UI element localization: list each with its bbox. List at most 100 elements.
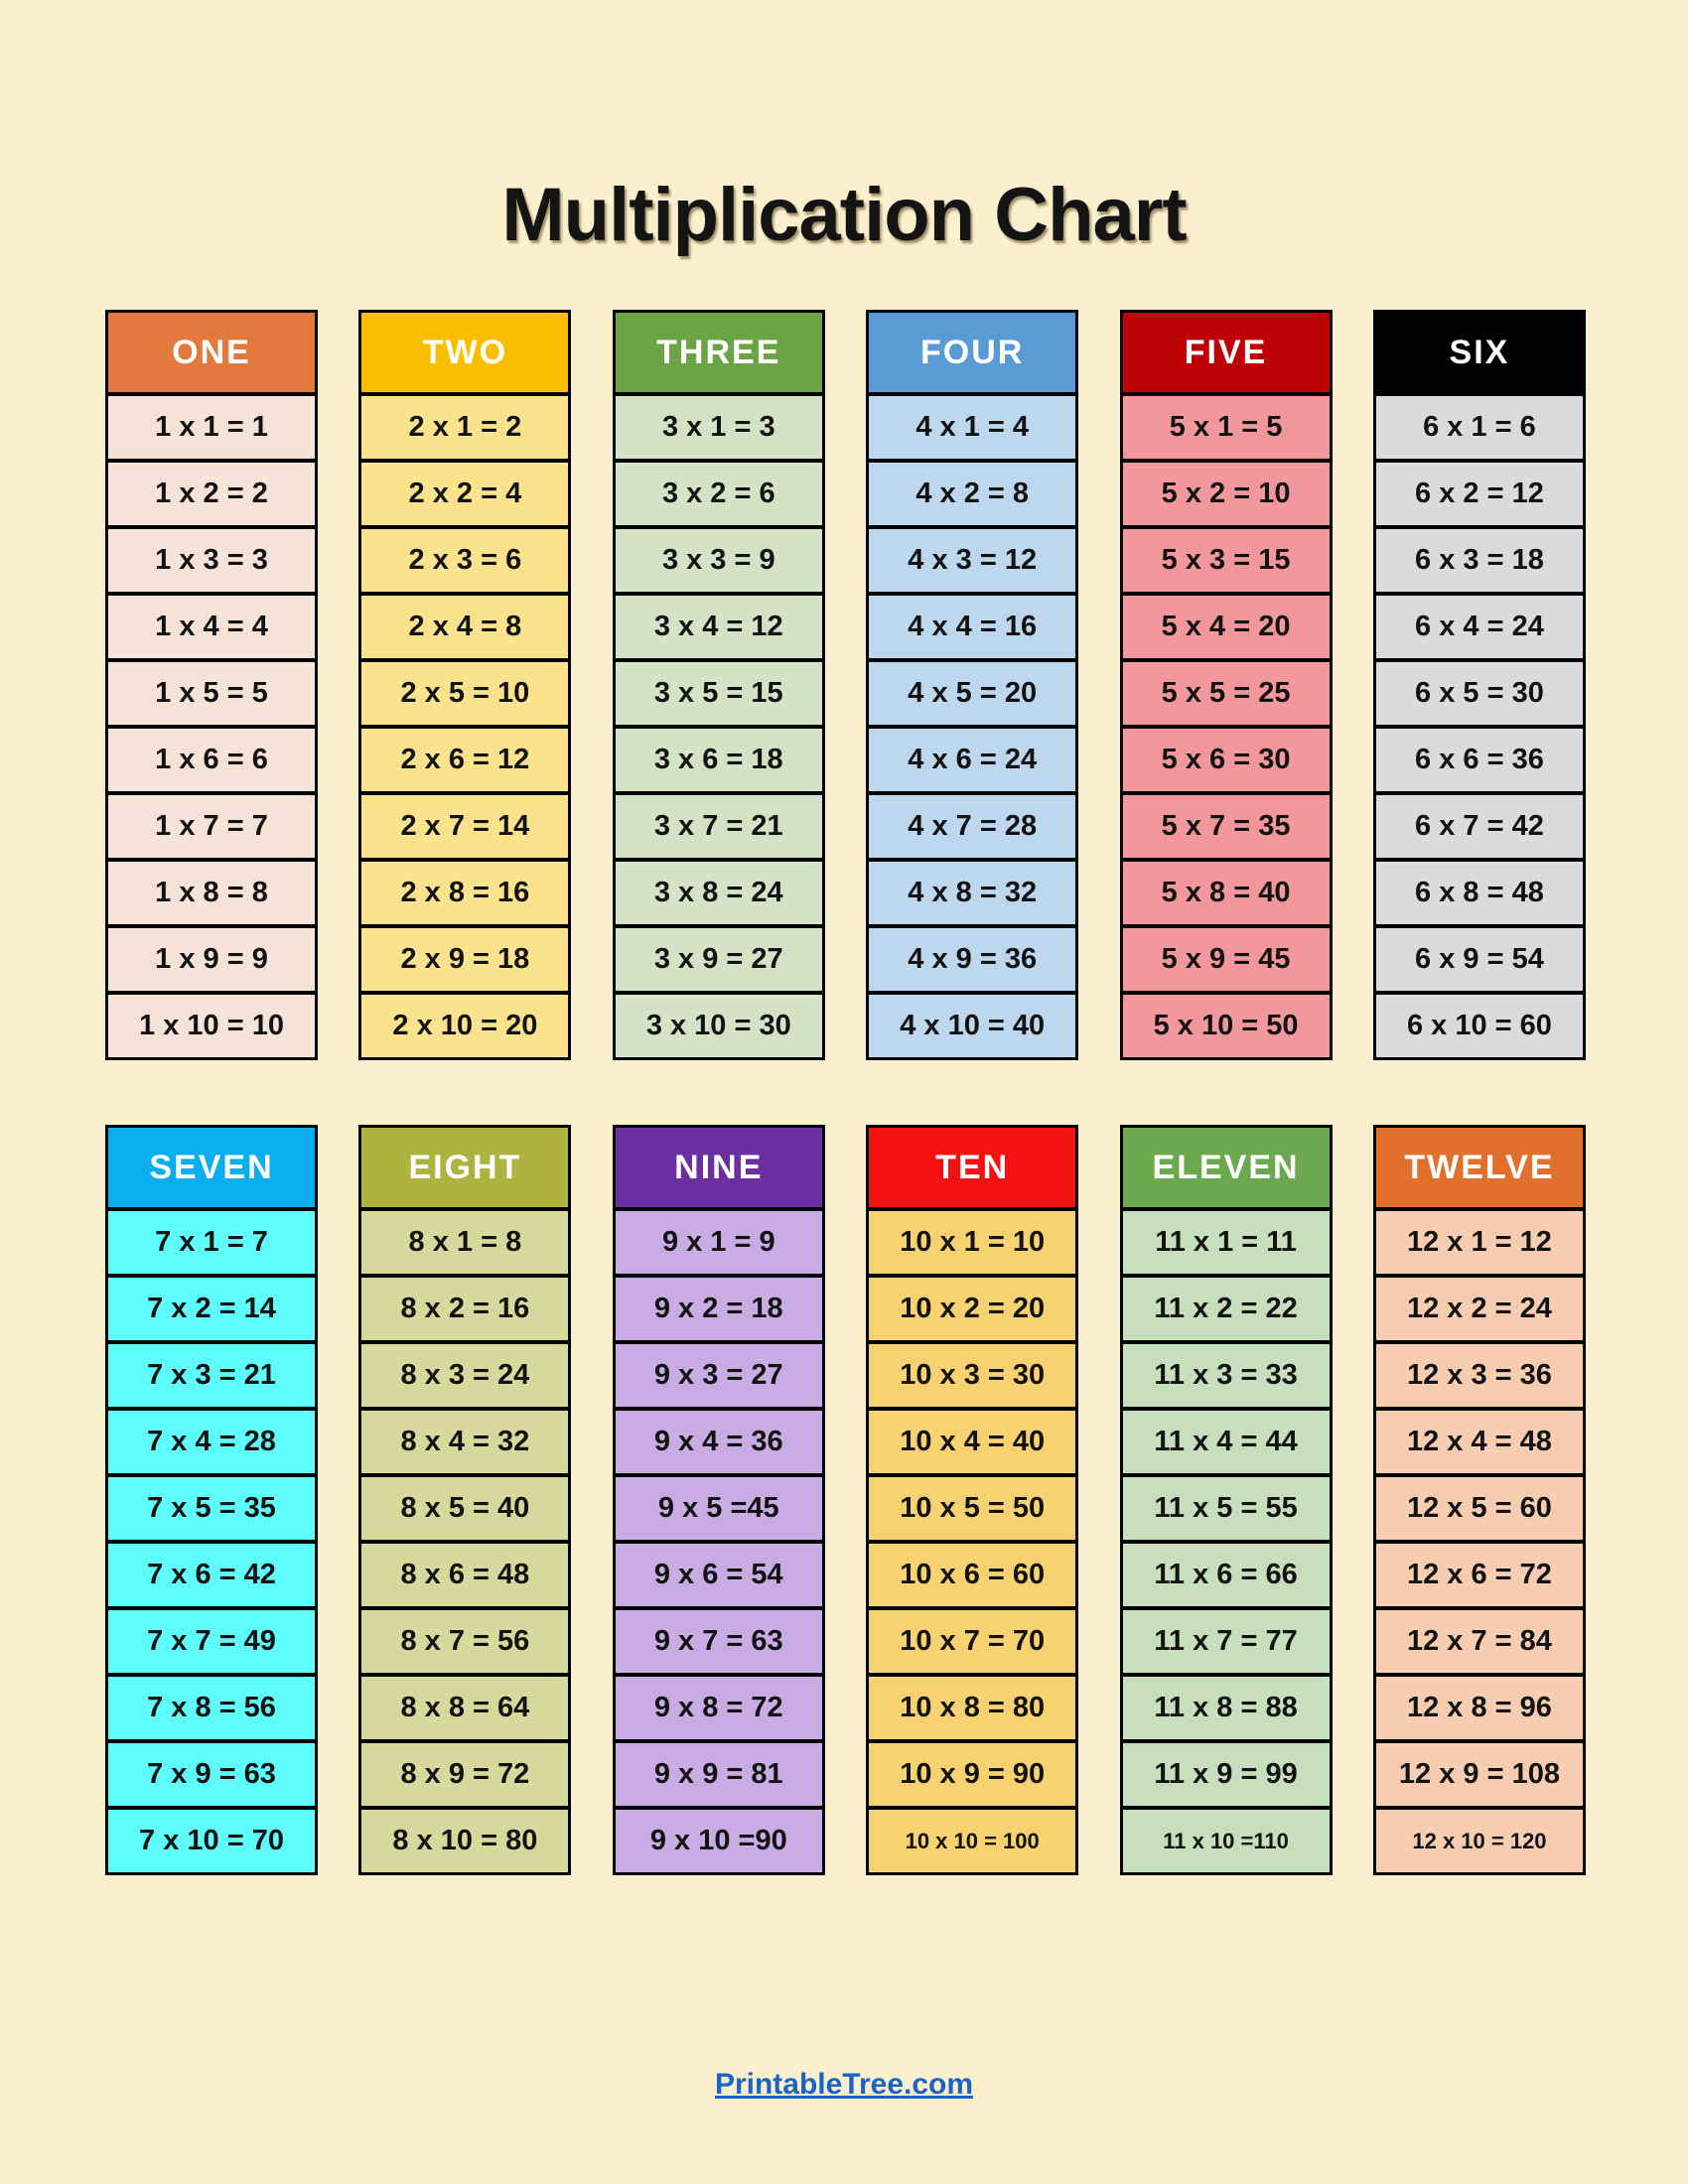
table-cell: 5 x 10 = 50 <box>1122 995 1330 1057</box>
table-twelve-header: TWELVE <box>1375 1128 1583 1211</box>
table-cell: 2 x 9 = 18 <box>361 928 569 995</box>
table-cell: 2 x 3 = 6 <box>361 529 569 596</box>
table-cell: 12 x 7 = 84 <box>1375 1610 1583 1677</box>
table-cell: 8 x 1 = 8 <box>361 1211 569 1278</box>
table-cell: 10 x 4 = 40 <box>869 1411 1076 1477</box>
table-cell: 4 x 7 = 28 <box>869 795 1076 862</box>
table-cell: 8 x 4 = 32 <box>361 1411 569 1477</box>
table-cell: 3 x 4 = 12 <box>615 596 822 662</box>
table-cell: 7 x 8 = 56 <box>108 1677 315 1743</box>
table-cell: 8 x 2 = 16 <box>361 1278 569 1344</box>
table-cell: 7 x 1 = 7 <box>108 1211 315 1278</box>
table-cell: 3 x 7 = 21 <box>615 795 822 862</box>
table-cell: 9 x 5 =45 <box>615 1477 822 1544</box>
table-cell: 12 x 6 = 72 <box>1375 1544 1583 1610</box>
table-cell: 6 x 1 = 6 <box>1375 396 1583 463</box>
table-cell: 2 x 5 = 10 <box>361 662 569 729</box>
table-cell: 6 x 7 = 42 <box>1375 795 1583 862</box>
table-cell: 9 x 1 = 9 <box>615 1211 822 1278</box>
table-cell: 7 x 5 = 35 <box>108 1477 315 1544</box>
table-cell: 9 x 3 = 27 <box>615 1344 822 1411</box>
table-cell: 7 x 3 = 21 <box>108 1344 315 1411</box>
table-cell: 8 x 5 = 40 <box>361 1477 569 1544</box>
table-cell: 12 x 3 = 36 <box>1375 1344 1583 1411</box>
table-cell: 9 x 7 = 63 <box>615 1610 822 1677</box>
table-cell: 8 x 10 = 80 <box>361 1810 569 1872</box>
table-cell: 9 x 2 = 18 <box>615 1278 822 1344</box>
table-eleven: ELEVEN 11 x 1 = 11 11 x 2 = 22 11 x 3 = 33 1… <box>1119 1125 1333 1875</box>
table-cell: 11 x 7 = 77 <box>1122 1610 1330 1677</box>
table-cell: 10 x 1 = 10 <box>869 1211 1076 1278</box>
table-cell: 11 x 10 =110 <box>1122 1810 1330 1872</box>
table-cell: 3 x 10 = 30 <box>615 995 822 1057</box>
table-cell: 6 x 5 = 30 <box>1375 662 1583 729</box>
table-cell: 10 x 2 = 20 <box>869 1278 1076 1344</box>
table-cell: 2 x 8 = 16 <box>361 862 569 928</box>
table-eleven-header: ELEVEN <box>1122 1128 1330 1211</box>
table-cell: 3 x 2 = 6 <box>615 463 822 529</box>
table-six-header: SIX <box>1375 313 1583 396</box>
table-eight-header: EIGHT <box>361 1128 569 1211</box>
table-cell: 11 x 5 = 55 <box>1122 1477 1330 1544</box>
table-cell: 9 x 6 = 54 <box>615 1544 822 1610</box>
table-cell: 7 x 10 = 70 <box>108 1810 315 1872</box>
table-cell: 6 x 8 = 48 <box>1375 862 1583 928</box>
table-cell: 3 x 6 = 18 <box>615 729 822 795</box>
table-cell: 7 x 7 = 49 <box>108 1610 315 1677</box>
table-cell: 9 x 10 =90 <box>615 1810 822 1872</box>
table-cell: 11 x 3 = 33 <box>1122 1344 1330 1411</box>
table-cell: 5 x 2 = 10 <box>1122 463 1330 529</box>
table-cell: 7 x 4 = 28 <box>108 1411 315 1477</box>
table-cell: 5 x 4 = 20 <box>1122 596 1330 662</box>
table-cell: 1 x 8 = 8 <box>108 862 315 928</box>
table-cell: 11 x 9 = 99 <box>1122 1743 1330 1810</box>
table-one-header: ONE <box>108 313 315 396</box>
table-cell: 11 x 6 = 66 <box>1122 1544 1330 1610</box>
table-cell: 12 x 8 = 96 <box>1375 1677 1583 1743</box>
table-cell: 1 x 4 = 4 <box>108 596 315 662</box>
table-cell: 7 x 2 = 14 <box>108 1278 315 1344</box>
table-cell: 1 x 6 = 6 <box>108 729 315 795</box>
table-cell: 8 x 9 = 72 <box>361 1743 569 1810</box>
table-cell: 11 x 2 = 22 <box>1122 1278 1330 1344</box>
table-cell: 4 x 4 = 16 <box>869 596 1076 662</box>
table-cell: 12 x 10 = 120 <box>1375 1810 1583 1872</box>
table-cell: 1 x 7 = 7 <box>108 795 315 862</box>
table-cell: 1 x 2 = 2 <box>108 463 315 529</box>
table-cell: 10 x 3 = 30 <box>869 1344 1076 1411</box>
table-cell: 6 x 3 = 18 <box>1375 529 1583 596</box>
table-cell: 8 x 7 = 56 <box>361 1610 569 1677</box>
table-cell: 10 x 6 = 60 <box>869 1544 1076 1610</box>
table-cell: 4 x 9 = 36 <box>869 928 1076 995</box>
table-cell: 1 x 9 = 9 <box>108 928 315 995</box>
table-cell: 1 x 10 = 10 <box>108 995 315 1057</box>
table-cell: 2 x 7 = 14 <box>361 795 569 862</box>
table-cell: 1 x 1 = 1 <box>108 396 315 463</box>
footer: PrintableTree.com <box>0 2068 1688 2102</box>
table-cell: 12 x 5 = 60 <box>1375 1477 1583 1544</box>
table-cell: 2 x 1 = 2 <box>361 396 569 463</box>
table-cell: 10 x 7 = 70 <box>869 1610 1076 1677</box>
table-cell: 4 x 5 = 20 <box>869 662 1076 729</box>
table-cell: 4 x 2 = 8 <box>869 463 1076 529</box>
table-cell: 12 x 2 = 24 <box>1375 1278 1583 1344</box>
table-cell: 4 x 10 = 40 <box>869 995 1076 1057</box>
table-cell: 9 x 8 = 72 <box>615 1677 822 1743</box>
table-seven-header: SEVEN <box>108 1128 315 1211</box>
table-cell: 12 x 4 = 48 <box>1375 1411 1583 1477</box>
table-cell: 3 x 1 = 3 <box>615 396 822 463</box>
table-cell: 1 x 3 = 3 <box>108 529 315 596</box>
table-cell: 5 x 9 = 45 <box>1122 928 1330 995</box>
table-cell: 10 x 10 = 100 <box>869 1810 1076 1872</box>
footer-link[interactable]: PrintableTree.com <box>714 2068 974 2101</box>
table-cell: 4 x 6 = 24 <box>869 729 1076 795</box>
